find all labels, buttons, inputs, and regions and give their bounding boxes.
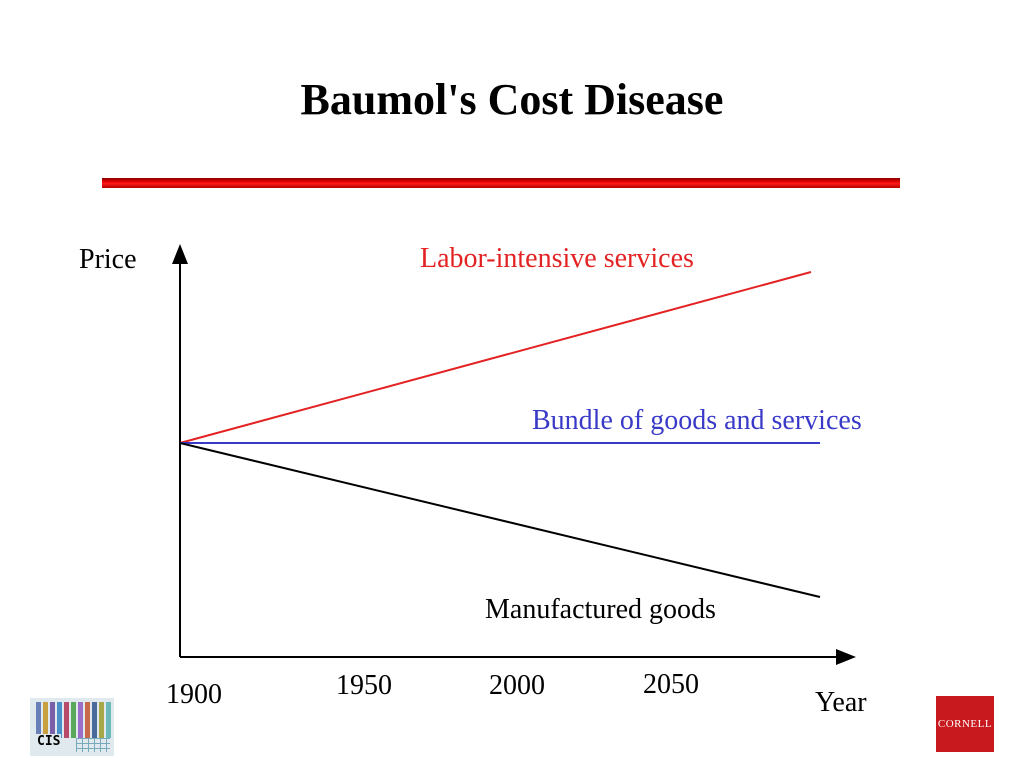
manufactured-goods-line <box>179 442 821 598</box>
x-axis-label: Year <box>815 687 867 718</box>
series-label-manufactured: Manufactured goods <box>485 594 716 625</box>
series-label-labor: Labor-intensive services <box>420 243 694 274</box>
title-divider <box>102 178 900 188</box>
y-axis-label: Price <box>79 244 137 275</box>
x-tick-label: 1950 <box>336 670 392 701</box>
x-tick-label: 2050 <box>643 669 699 700</box>
cornell-logo-text: CORNELL <box>937 718 993 730</box>
series-label-bundle: Bundle of goods and services <box>532 405 862 436</box>
x-tick-label: 1900 <box>166 679 222 710</box>
slide-title: Baumol's Cost Disease <box>300 75 724 124</box>
x-tick-label: 2000 <box>489 670 545 701</box>
labor-intensive-services-line <box>179 271 812 444</box>
cis-logo: CIS <box>30 698 114 756</box>
cis-logo-text: CIS <box>36 734 62 749</box>
cornell-logo: CORNELL <box>936 696 994 752</box>
